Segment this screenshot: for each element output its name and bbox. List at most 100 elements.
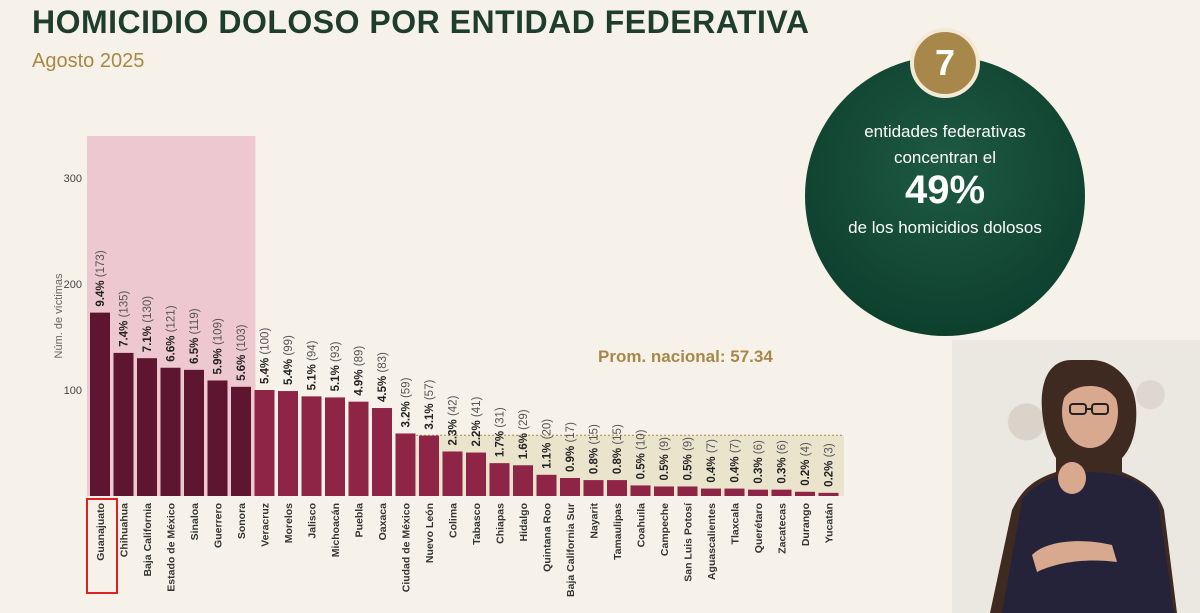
category-label: Tlaxcala — [730, 503, 742, 545]
data-label: 5.6% (103) — [236, 324, 248, 380]
y-axis-label: Núm. de víctimas — [53, 273, 65, 358]
data-label: 7.4% (135) — [119, 290, 131, 346]
category-label: Querétaro — [753, 503, 765, 553]
category-label: Campeche — [659, 503, 671, 556]
category-label: Chihuahua — [119, 503, 131, 557]
category-label: Coahuila — [636, 503, 648, 547]
callout-line2: concentran el — [893, 148, 997, 167]
category-label: Nayarit — [589, 503, 601, 539]
bar — [560, 477, 580, 496]
category-label: Chiapas — [495, 503, 507, 544]
data-label: 5.1% (94) — [307, 340, 319, 390]
bar — [90, 312, 110, 496]
data-label: 0.5% (9) — [659, 437, 671, 481]
data-label: 5.9% (109) — [213, 318, 225, 374]
category-label: Estado de México — [166, 503, 178, 592]
bar — [395, 433, 416, 496]
bar — [137, 358, 157, 496]
category-label: Nuevo León — [424, 503, 436, 563]
data-label: 3.1% (57) — [424, 380, 436, 430]
average-band — [416, 435, 844, 496]
category-label: Morelos — [283, 503, 295, 543]
bar — [607, 480, 627, 496]
bar — [231, 386, 251, 496]
data-label: 5.1% (93) — [330, 341, 342, 391]
category-label: Colima — [448, 503, 460, 538]
concentration-callout: entidades federativas concentran el 49% … — [805, 56, 1085, 336]
bar — [207, 380, 228, 496]
data-label: 0.4% (7) — [706, 439, 718, 483]
y-tick-label: 300 — [64, 173, 82, 185]
data-label: 0.4% (7) — [730, 439, 742, 483]
category-label: Tabasco — [471, 503, 483, 545]
category-label: Aguascalientes — [706, 503, 718, 580]
data-label: 0.9% (17) — [565, 422, 577, 472]
count-badge: 7 — [910, 28, 980, 98]
data-label: 5.4% (99) — [283, 335, 295, 385]
category-highlight-box — [86, 498, 118, 594]
bar — [795, 491, 815, 496]
category-label: Puebla — [354, 503, 366, 538]
data-label: 1.6% (29) — [518, 409, 530, 459]
category-label: Ciudad de México — [401, 503, 413, 592]
data-label: 2.3% (42) — [448, 395, 460, 445]
bar — [701, 488, 721, 496]
bar — [301, 396, 322, 496]
bar — [348, 401, 369, 496]
category-label: Jalisco — [307, 503, 319, 539]
y-tick-label: 200 — [64, 279, 82, 291]
bar — [677, 486, 698, 496]
category-label: Quintana Roo — [542, 503, 554, 572]
bar — [419, 435, 439, 496]
category-label: Yucatán — [824, 503, 836, 543]
bar — [724, 488, 745, 496]
bar — [536, 474, 557, 496]
category-label: Michoacán — [330, 503, 342, 557]
bar — [184, 369, 204, 496]
bar — [489, 463, 510, 496]
data-label: 0.2% (3) — [824, 443, 836, 487]
bar — [513, 465, 533, 496]
callout-line1: entidades federativas — [864, 122, 1026, 141]
bar — [818, 492, 839, 496]
bar — [771, 489, 792, 496]
data-label: 6.6% (121) — [166, 305, 178, 361]
bar — [278, 391, 298, 496]
data-label: 4.9% (89) — [354, 346, 366, 396]
page-subtitle: Agosto 2025 — [32, 50, 145, 72]
data-label: 6.5% (119) — [189, 308, 201, 364]
category-label: Sonora — [236, 503, 248, 539]
bar — [630, 485, 651, 496]
data-label: 0.8% (15) — [589, 424, 601, 474]
average-label: Prom. nacional: 57.34 — [598, 347, 773, 366]
data-label: 0.3% (6) — [753, 440, 765, 484]
bar — [372, 408, 392, 496]
category-label: Baja California — [142, 503, 154, 577]
data-label: 0.5% (9) — [683, 437, 695, 481]
y-tick-label: 100 — [64, 385, 82, 397]
data-label: 0.8% (15) — [612, 424, 624, 474]
callout-line4: de los homicidios dolosos — [848, 218, 1042, 237]
category-label: Guerrero — [213, 503, 225, 548]
bar — [325, 397, 345, 496]
data-label: 0.2% (4) — [800, 442, 812, 486]
bar — [113, 352, 134, 496]
bar — [583, 480, 604, 496]
data-label: 2.2% (41) — [471, 396, 483, 446]
category-label: Oaxaca — [377, 503, 389, 541]
page-title: HOMICIDIO DOLOSO POR ENTIDAD FEDERATIVA — [32, 4, 810, 40]
category-label: Durango — [800, 503, 812, 546]
callout-percent: 49% — [904, 168, 986, 212]
bar — [654, 486, 674, 496]
data-label: 9.4% (173) — [95, 250, 107, 306]
category-label: Hidalgo — [518, 503, 530, 542]
interpreter-figure-icon — [990, 360, 1177, 613]
bar — [254, 390, 275, 496]
category-label: Zacatecas — [777, 503, 789, 554]
bar — [748, 489, 768, 496]
category-label: Sinaloa — [189, 503, 201, 541]
category-label: Baja California Sur — [565, 503, 577, 597]
category-label: San Luis Potosí — [683, 502, 695, 582]
bar — [442, 451, 463, 496]
